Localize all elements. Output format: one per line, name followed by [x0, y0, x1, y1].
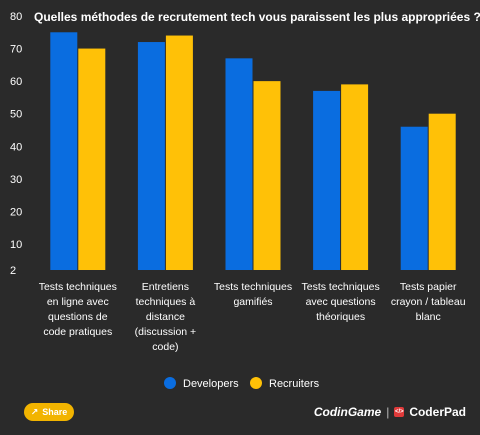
y-tick-label: 70: [10, 44, 22, 56]
y-tick-label: 60: [10, 76, 22, 88]
bar-recruiters-1: [165, 35, 193, 271]
x-category-label-line: avec questions: [306, 296, 376, 308]
share-icon: ↗: [30, 406, 39, 417]
chart-title: Quelles méthodes de recrutement tech vou…: [34, 10, 480, 24]
y-tick-label: 20: [10, 206, 22, 218]
x-category-label-line: crayon / tableau: [391, 296, 466, 308]
x-category-label-line: Tests techniques: [39, 281, 117, 293]
x-category-label-line: blanc: [416, 311, 441, 323]
bar-recruiters-4: [428, 113, 456, 270]
share-label: Share: [42, 407, 68, 417]
x-category-label: Tests techniques en ligne avec questions d…: [39, 281, 117, 338]
y-tick-label: 30: [10, 174, 22, 186]
legend-marker-recruiters: [250, 377, 262, 389]
coderpad-icon: </>: [394, 407, 405, 417]
bar-recruiters-0: [78, 48, 106, 270]
bar-developers-3: [313, 90, 341, 271]
x-category-label: Tests papier crayon / tableau blanc: [391, 281, 466, 323]
bar-developers-1: [137, 42, 165, 270]
brand-separator: |: [386, 405, 390, 419]
bar-recruiters-2: [253, 81, 281, 270]
brand-logos: CodinGame | </> CoderPad: [314, 404, 466, 420]
x-category-label-line: Tests techniques: [214, 281, 292, 293]
x-category-label: Tests techniques avec questions théoriques: [301, 281, 379, 323]
x-category-label-line: techniques à: [136, 296, 196, 308]
bar-developers-4: [400, 126, 428, 270]
x-category-label-line: Tests papier: [400, 281, 457, 293]
x-category-label-line: code pratiques: [43, 326, 112, 338]
bar-developers-2: [225, 58, 253, 271]
bar-recruiters-3: [341, 84, 369, 270]
y-tick-label: 50: [10, 109, 22, 121]
x-category-label-line: théoriques: [316, 311, 365, 323]
y-tick-label: 10: [10, 239, 22, 251]
x-category-label-line: Tests techniques: [301, 281, 379, 293]
codingame-logo: CodinGame: [313, 405, 382, 419]
x-category-label-line: distance: [146, 311, 185, 323]
bar-chart: 2 10 20 30 40 50 60 70 80 Tests techniques en lign…: [10, 11, 466, 390]
x-category-label-line: Entretiens: [142, 281, 189, 293]
legend-marker-developers: [164, 377, 176, 389]
x-category-label-line: gamifiés: [233, 296, 272, 308]
y-tick-label: 2: [10, 265, 16, 277]
x-category-label: Tests techniques gamifiés: [214, 281, 292, 308]
bar-developers-0: [50, 32, 78, 271]
x-category-label-line: questions de: [48, 311, 108, 323]
coderpad-logo: CoderPad: [409, 405, 466, 419]
y-tick-label: 80: [10, 11, 22, 23]
legend-label-developers: Developers: [183, 378, 239, 390]
x-category-label-line: en ligne avec: [47, 296, 109, 308]
x-category-label: Entretiens techniques à distance (discussio…: [135, 281, 197, 353]
x-category-label-line: code): [152, 341, 178, 353]
x-category-label-line: (discussion +: [135, 326, 197, 338]
y-tick-label: 40: [10, 141, 22, 153]
legend-label-recruiters: Recruiters: [269, 378, 320, 390]
share-button[interactable]: ↗ Share: [24, 403, 74, 421]
